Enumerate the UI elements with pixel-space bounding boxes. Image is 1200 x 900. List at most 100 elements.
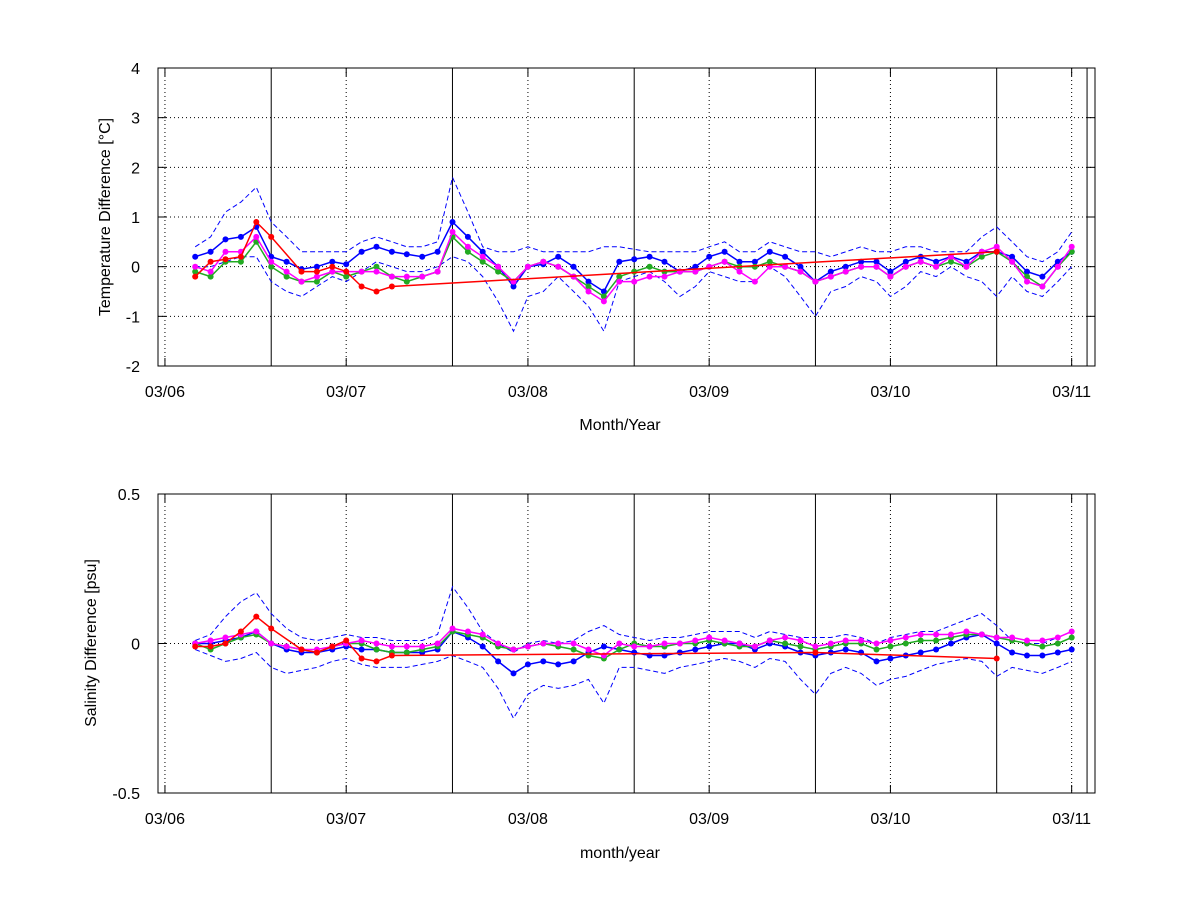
series-blue-point (692, 646, 699, 653)
series-blue-point (283, 258, 290, 265)
series-green-point (403, 649, 410, 656)
series-magenta-point (464, 243, 471, 250)
series-green-point (766, 258, 773, 265)
series-red-point (388, 283, 395, 290)
series-blue-point (373, 243, 380, 250)
series-magenta-point (902, 634, 909, 641)
series-green-point (464, 248, 471, 255)
series-blue-point (933, 646, 940, 653)
series-magenta-point (373, 640, 380, 647)
series-green-point (933, 637, 940, 644)
salinity-y-axis-label: Salinity Difference [psu] (83, 559, 100, 727)
series-blue-point (766, 248, 773, 255)
series-magenta-point (827, 640, 834, 647)
x-tick-label: 03/11 (1052, 384, 1091, 401)
series-magenta-point (933, 631, 940, 638)
series-magenta-point (631, 278, 638, 285)
y-tick-label: -1 (126, 309, 140, 326)
series-blue-point (419, 253, 426, 260)
series-green-point (1024, 273, 1030, 280)
series-red-point (343, 268, 350, 275)
series-green-point (207, 273, 214, 280)
series-red-point (222, 256, 229, 263)
series-blue-point (631, 256, 638, 263)
series-magenta-point (434, 268, 441, 275)
series-red-point (207, 258, 214, 265)
series-green-point (1068, 634, 1075, 641)
series-red-point (237, 253, 244, 260)
series-blue-point (1039, 652, 1046, 659)
x-tick-label: 03/08 (508, 384, 548, 401)
series-magenta-point (1068, 243, 1075, 250)
series-magenta-point (661, 273, 668, 280)
series-blue-point (1024, 268, 1030, 275)
series-blue-point (873, 258, 880, 265)
series-magenta-point (1068, 628, 1075, 635)
salinity-panel: -0.5 0 0.5 03/06 03/07 03/08 03/09 03/10 03/11 m… (83, 487, 1096, 862)
series-green-point (978, 253, 985, 260)
series-red-point (222, 640, 229, 647)
series-blue-point (1054, 649, 1061, 656)
series-green-point (343, 273, 350, 280)
series-magenta-point (434, 640, 441, 647)
series-magenta-point (812, 643, 819, 650)
series-blue-point (358, 646, 365, 653)
series-red-point (993, 655, 1000, 662)
series-magenta-point (540, 640, 547, 647)
series-blue-point (524, 661, 531, 668)
series-blue-point (495, 658, 502, 665)
series-blue-point (343, 261, 350, 268)
series-magenta-point (207, 637, 214, 644)
y-tick-label: 0 (131, 260, 140, 277)
series-magenta-point (495, 640, 502, 647)
x-tick-label: 03/09 (689, 811, 729, 828)
series-green-point (283, 273, 290, 280)
series-magenta-point (373, 268, 380, 275)
series-magenta-point (1009, 634, 1016, 641)
series-magenta-point (388, 643, 395, 650)
series-magenta-point (721, 637, 728, 644)
series-green-point (797, 643, 804, 650)
series-green-point (268, 263, 275, 270)
series-blue-point (676, 649, 683, 656)
series-magenta-point (207, 268, 214, 275)
series-magenta-point (479, 631, 486, 638)
series-blue-point (706, 643, 713, 650)
series-blue-point (797, 263, 804, 270)
series-red-point (373, 288, 380, 295)
series-magenta-point (555, 640, 562, 647)
series-magenta-point (812, 278, 819, 285)
series-magenta-point (1054, 263, 1061, 270)
series-magenta-point (313, 273, 320, 280)
series-magenta-point (736, 640, 743, 647)
series-blue-point (842, 263, 849, 270)
series-blue-point (827, 268, 834, 275)
series-blue-dashed-upper-line (194, 175, 1073, 263)
series-blue-point (1039, 273, 1046, 280)
series-blue-point (510, 670, 517, 677)
series-magenta-point (403, 273, 410, 280)
series-blue-point (736, 258, 743, 265)
series-magenta-point (329, 268, 336, 275)
series-green-point (887, 643, 894, 650)
series-magenta-point (479, 253, 486, 260)
y-tick-label: 4 (131, 61, 140, 78)
series-green-point (948, 258, 954, 265)
series-magenta-point (721, 258, 728, 265)
series-magenta-point (692, 268, 699, 275)
series-magenta-point (268, 258, 275, 265)
temperature-y-axis-label: Temperature Difference [°C] (97, 118, 114, 316)
series-blue-point (842, 646, 849, 653)
y-tick-label: 2 (131, 160, 140, 177)
series-blue-point (403, 251, 410, 258)
series-magenta-point (676, 640, 683, 647)
series-blue-point (887, 655, 894, 662)
series-magenta-point (993, 634, 1000, 641)
series-blue-point (237, 233, 244, 240)
y-tick-label: 0.5 (118, 487, 140, 504)
series-magenta-point (661, 640, 668, 647)
series-green-point (1039, 643, 1046, 650)
series-blue-point (570, 263, 577, 270)
y-tick-label: 1 (131, 210, 140, 227)
